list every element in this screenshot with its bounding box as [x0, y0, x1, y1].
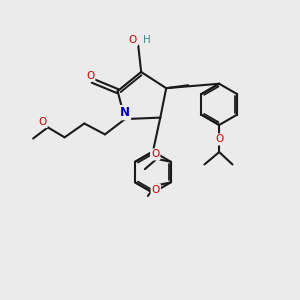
Text: O: O	[129, 35, 137, 45]
Text: O: O	[151, 149, 159, 159]
Text: N: N	[121, 106, 129, 119]
Text: O: O	[151, 149, 159, 159]
Text: O: O	[152, 185, 160, 195]
Text: N: N	[120, 106, 130, 119]
Text: H: H	[142, 35, 150, 45]
Text: O: O	[38, 117, 47, 127]
Text: O: O	[86, 70, 94, 80]
Text: H: H	[142, 35, 150, 45]
Text: O: O	[152, 185, 160, 195]
Text: O: O	[129, 35, 137, 45]
Text: O: O	[38, 117, 47, 127]
Text: O: O	[86, 70, 94, 80]
Text: O: O	[215, 134, 223, 144]
Text: O: O	[215, 134, 223, 144]
